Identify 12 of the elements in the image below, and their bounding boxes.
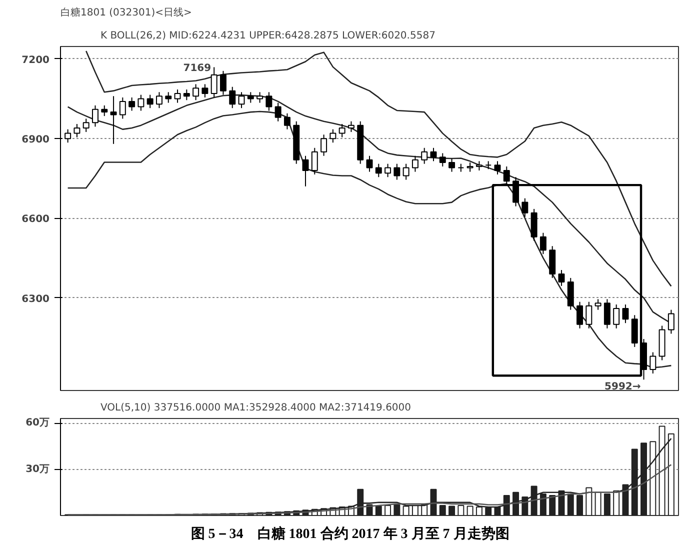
y-tick-label: 6600 [22,214,50,226]
y-tick-label: 6300 [22,294,50,305]
y-tick-label: 30万 [26,464,50,475]
y-tick-label: 7200 [22,54,50,66]
annotation: 5992→ [604,382,641,393]
annotation: 7169 [183,63,212,74]
chart-subtitle: VOL(5,10) 337516.0000 MA1:352928.4000 MA2:371419.6000 [100,402,412,414]
chart-title: 白糖1801 (032301)<日线> [60,6,192,18]
y-tick-label: 60万 [26,418,50,429]
caption: 图 5－34 白糖 1801 合约 2017 年 3 月至 7 月走势图 [190,525,510,544]
y-tick-label: 6900 [22,134,50,146]
chart-subtitle: K BOLL(26,2) MID:6224.4231 UPPER:6428.2875 LOWER:6020.5587 [100,30,436,42]
